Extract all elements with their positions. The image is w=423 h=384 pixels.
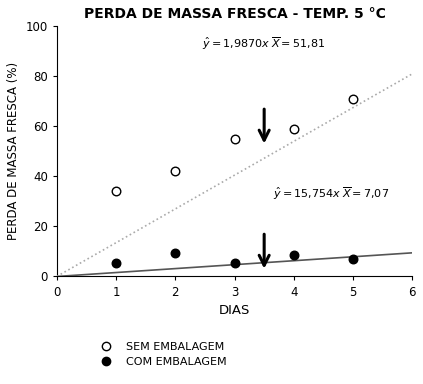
X-axis label: DIAS: DIAS: [219, 304, 250, 317]
Point: [172, 168, 179, 174]
Point: [113, 260, 119, 266]
Point: [291, 126, 297, 132]
Point: [172, 250, 179, 256]
Text: $\hat{y}=15{,}754x\;\overline{X}=7{,}07$: $\hat{y}=15{,}754x\;\overline{X}=7{,}07$: [273, 185, 389, 202]
Text: $\hat{y}=1{,}9870x\;\overline{X}=51{,}81$: $\hat{y}=1{,}9870x\;\overline{X}=51{,}81…: [202, 35, 325, 52]
Point: [291, 252, 297, 258]
Point: [350, 256, 357, 262]
Point: [350, 96, 357, 102]
Y-axis label: PERDA DE MASSA FRESCA (%): PERDA DE MASSA FRESCA (%): [7, 62, 20, 240]
Point: [231, 136, 238, 142]
Point: [113, 188, 119, 194]
Title: PERDA DE MASSA FRESCA - TEMP. 5 °C: PERDA DE MASSA FRESCA - TEMP. 5 °C: [84, 7, 385, 21]
Legend: SEM EMBALAGEM, COM EMBALAGEM: SEM EMBALAGEM, COM EMBALAGEM: [91, 337, 231, 372]
Point: [231, 260, 238, 266]
